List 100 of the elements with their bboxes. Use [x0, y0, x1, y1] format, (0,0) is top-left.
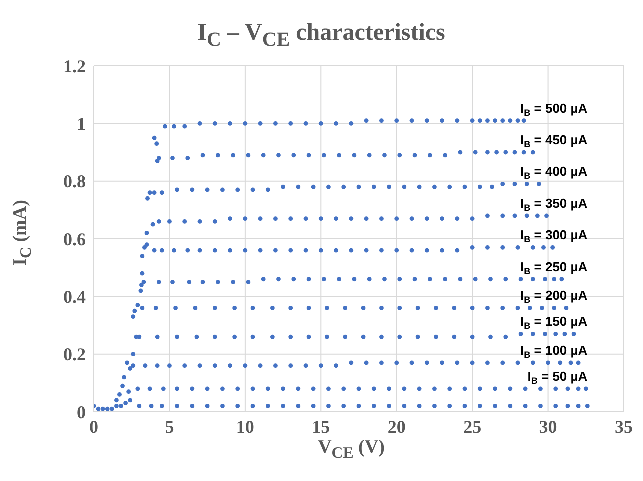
point — [516, 360, 520, 366]
point — [356, 404, 362, 408]
point — [462, 386, 468, 392]
point — [440, 216, 444, 222]
point — [334, 121, 338, 126]
point — [500, 182, 506, 186]
point — [410, 216, 414, 222]
point — [194, 334, 200, 340]
point — [349, 360, 354, 366]
annotation: I$_{B}$ = 200 µA — [520, 288, 588, 305]
point — [486, 360, 490, 366]
point — [380, 334, 384, 340]
point — [175, 188, 180, 192]
point — [120, 384, 125, 388]
point — [343, 334, 348, 340]
annotation: I$_{B}$ = 300 µA — [520, 228, 588, 244]
point — [156, 220, 162, 224]
point — [246, 280, 251, 284]
point — [473, 277, 478, 282]
point — [349, 216, 354, 222]
point — [137, 404, 142, 408]
point — [124, 401, 128, 406]
point — [250, 334, 256, 340]
point — [125, 360, 130, 366]
point — [146, 196, 150, 201]
point — [398, 334, 402, 340]
point — [228, 364, 232, 368]
point — [528, 306, 532, 310]
point — [288, 248, 294, 253]
point — [494, 150, 499, 155]
point — [584, 386, 588, 392]
point — [432, 184, 437, 190]
point — [367, 277, 372, 282]
point — [140, 254, 145, 258]
point — [412, 153, 418, 158]
point — [364, 216, 369, 222]
point — [322, 277, 326, 282]
y-tick-label: 0.4 — [64, 287, 86, 308]
point — [554, 404, 558, 408]
point — [367, 153, 372, 158]
point — [296, 184, 301, 190]
point — [304, 121, 308, 126]
point — [508, 118, 513, 123]
point — [516, 306, 520, 310]
point — [243, 216, 248, 222]
point — [544, 214, 549, 218]
point — [424, 118, 430, 123]
point — [394, 216, 400, 222]
point — [530, 150, 536, 155]
point — [172, 124, 176, 129]
point — [246, 153, 251, 158]
point — [337, 277, 342, 282]
point — [530, 277, 536, 282]
point — [342, 404, 346, 408]
point — [144, 242, 150, 247]
point — [542, 245, 546, 250]
point — [205, 404, 210, 408]
point — [311, 184, 316, 190]
point — [458, 150, 463, 155]
point — [105, 406, 110, 412]
point — [152, 190, 157, 196]
point — [440, 248, 444, 253]
point — [187, 280, 192, 284]
point — [372, 184, 376, 190]
point — [387, 386, 392, 392]
point — [576, 386, 581, 392]
point — [342, 184, 346, 190]
point — [114, 398, 119, 403]
point — [478, 118, 482, 123]
point — [186, 156, 190, 160]
point — [276, 277, 281, 282]
point — [522, 118, 526, 123]
point — [394, 118, 400, 123]
point — [220, 386, 225, 392]
point — [493, 404, 498, 408]
point — [110, 406, 114, 412]
point — [500, 360, 506, 366]
point — [311, 386, 316, 392]
point — [470, 360, 475, 366]
point — [131, 314, 136, 320]
point — [402, 386, 407, 392]
point — [568, 360, 574, 366]
point — [448, 386, 452, 392]
point — [261, 153, 266, 158]
point — [416, 306, 420, 310]
point — [530, 360, 536, 366]
point — [137, 334, 142, 340]
point — [216, 280, 220, 284]
point — [504, 150, 508, 155]
point — [504, 334, 508, 340]
point — [154, 142, 160, 146]
point — [131, 364, 136, 368]
point — [236, 188, 240, 192]
point — [220, 404, 225, 408]
point — [156, 280, 162, 284]
y-tick-label: 1 — [77, 114, 86, 134]
point — [387, 404, 392, 408]
point — [364, 248, 369, 253]
point — [493, 118, 498, 123]
x-axis-title: V$_{CE}$ (V) — [317, 437, 386, 463]
